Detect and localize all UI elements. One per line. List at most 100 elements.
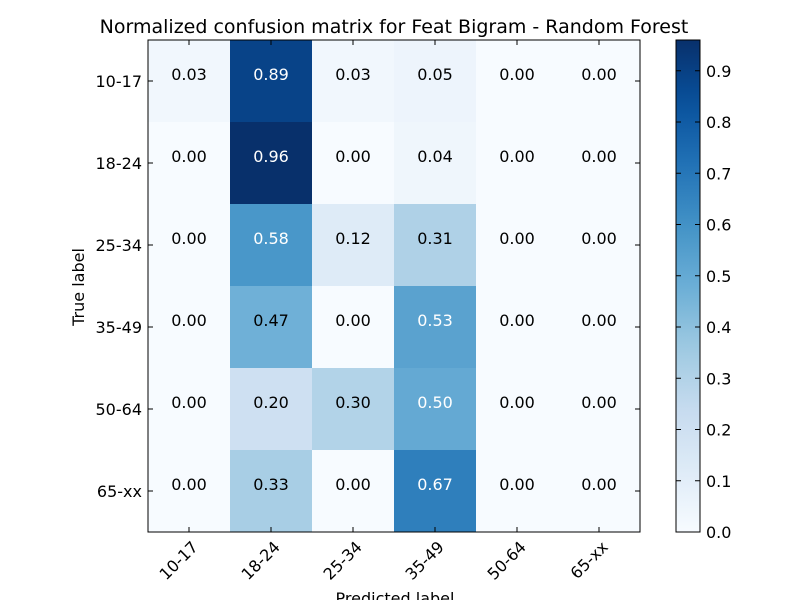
colorbar-tick-label: 0.2 (706, 421, 731, 440)
heatmap-cell (148, 122, 231, 205)
cell-value-label: 0.05 (417, 65, 453, 84)
x-tick-label: 50-64 (484, 537, 530, 583)
y-tick-label: 35-49 (96, 318, 143, 337)
cell-value-label: 0.12 (335, 229, 371, 248)
cell-value-label: 0.96 (253, 147, 289, 166)
heatmap-cell (230, 40, 313, 123)
colorbar-tick-label: 0.5 (706, 267, 731, 286)
cell-value-label: 0.58 (253, 229, 289, 248)
colorbar-tick-label: 0.1 (706, 472, 731, 491)
colorbar: 0.0 0.1 0.2 0.3 0.4 0.5 0.6 0.7 0.8 0.9 (675, 39, 731, 542)
cell-value-label: 0.04 (417, 147, 453, 166)
cell-value-label: 0.00 (499, 147, 535, 166)
heatmap-cell (558, 368, 641, 451)
heatmap-cell (394, 286, 477, 369)
heatmap-cell (476, 450, 559, 533)
cell-value-label: 0.50 (417, 393, 453, 412)
heatmap-cell (312, 368, 395, 451)
cell-value-label: 0.33 (253, 475, 289, 494)
x-tick-label: 10-17 (156, 537, 202, 583)
cell-value-label: 0.00 (581, 65, 617, 84)
heatmap-cell (148, 204, 231, 287)
colorbar-tick-label: 0.3 (706, 369, 731, 388)
cell-value-label: 0.20 (253, 393, 289, 412)
cell-value-label: 0.47 (253, 311, 289, 330)
heatmap-cell (558, 122, 641, 205)
heatmap-cell (476, 286, 559, 369)
heatmap-cell (230, 368, 313, 451)
cell-value-label: 0.03 (171, 65, 207, 84)
heatmap-cell (476, 40, 559, 123)
cell-value-label: 0.00 (335, 147, 371, 166)
heatmap-cell (394, 368, 477, 451)
cell-value-label: 0.00 (171, 475, 207, 494)
cell-value-label: 0.00 (581, 393, 617, 412)
chart-title: Normalized confusion matrix for Feat Big… (100, 16, 689, 38)
cell-value-label: 0.00 (499, 65, 535, 84)
x-tick-label: 18-24 (238, 537, 284, 583)
y-tick-label: 50-64 (96, 400, 143, 419)
heatmap-cell (148, 40, 231, 123)
colorbar-tick-label: 0.4 (706, 318, 731, 337)
heatmap-cell (230, 450, 313, 533)
heatmap-cell (394, 122, 477, 205)
heatmap-cell (476, 122, 559, 205)
cell-value-label: 0.67 (417, 475, 453, 494)
cell-value-label: 0.00 (499, 311, 535, 330)
cell-value-label: 0.00 (335, 311, 371, 330)
cell-value-label: 0.53 (417, 311, 453, 330)
heatmap-cell (476, 368, 559, 451)
cell-value-label: 0.00 (499, 229, 535, 248)
cell-value-label: 0.00 (171, 229, 207, 248)
heatmap-cell (148, 450, 231, 533)
cell-value-label: 0.00 (499, 475, 535, 494)
cell-value-label: 0.00 (581, 475, 617, 494)
x-tick-label: 25-34 (320, 537, 366, 583)
heatmap-cell (394, 40, 477, 123)
heatmap-cell (394, 450, 477, 533)
colorbar-gradient (675, 39, 701, 533)
cell-value-label: 0.89 (253, 65, 289, 84)
x-axis-label: Predicted label (336, 589, 455, 600)
heatmap-cell (230, 122, 313, 205)
y-axis-label: True label (69, 248, 88, 327)
cell-value-label: 0.00 (499, 393, 535, 412)
cell-value-label: 0.00 (581, 229, 617, 248)
heatmap-cell (394, 204, 477, 287)
colorbar-tick-label: 0.7 (706, 164, 731, 183)
plot-frame (147, 39, 641, 533)
x-tick-label: 65-xx (567, 537, 612, 582)
cell-value-label: 0.30 (335, 393, 371, 412)
x-tick-label: 35-49 (402, 537, 448, 583)
heatmap-cell (148, 286, 231, 369)
cell-value-label: 0.00 (335, 475, 371, 494)
y-tick-label: 18-24 (96, 154, 143, 173)
y-tick-label: 65-xx (97, 482, 142, 501)
heatmap-cell (558, 450, 641, 533)
heatmap-cell (312, 40, 395, 123)
cell-value-label: 0.00 (581, 311, 617, 330)
cell-value-label: 0.03 (335, 65, 371, 84)
heatmap-cell (312, 286, 395, 369)
y-tick-label: 10-17 (96, 72, 143, 91)
cell-value-label: 0.00 (171, 147, 207, 166)
heatmap-cell (558, 286, 641, 369)
heatmap-cell (558, 40, 641, 123)
heatmap-cell (312, 204, 395, 287)
cell-value-label: 0.31 (417, 229, 453, 248)
colorbar-tick-label: 0.8 (706, 113, 731, 132)
colorbar-tick-label: 0.0 (706, 523, 731, 542)
heatmap-cell (312, 122, 395, 205)
heatmap-cell (312, 450, 395, 533)
cell-value-label: 0.00 (171, 311, 207, 330)
heatmap-cell (230, 204, 313, 287)
y-tick-label: 25-34 (96, 236, 143, 255)
cell-value-labels: 0.03 0.89 0.03 0.05 0.00 0.00 0.00 0.96 0.00 0.04… (171, 65, 617, 494)
cell-value-label: 0.00 (171, 393, 207, 412)
colorbar-tick-label: 0.9 (706, 62, 731, 81)
heatmap-cells (148, 40, 641, 533)
heatmap-cell (148, 368, 231, 451)
heatmap-cell (230, 286, 313, 369)
